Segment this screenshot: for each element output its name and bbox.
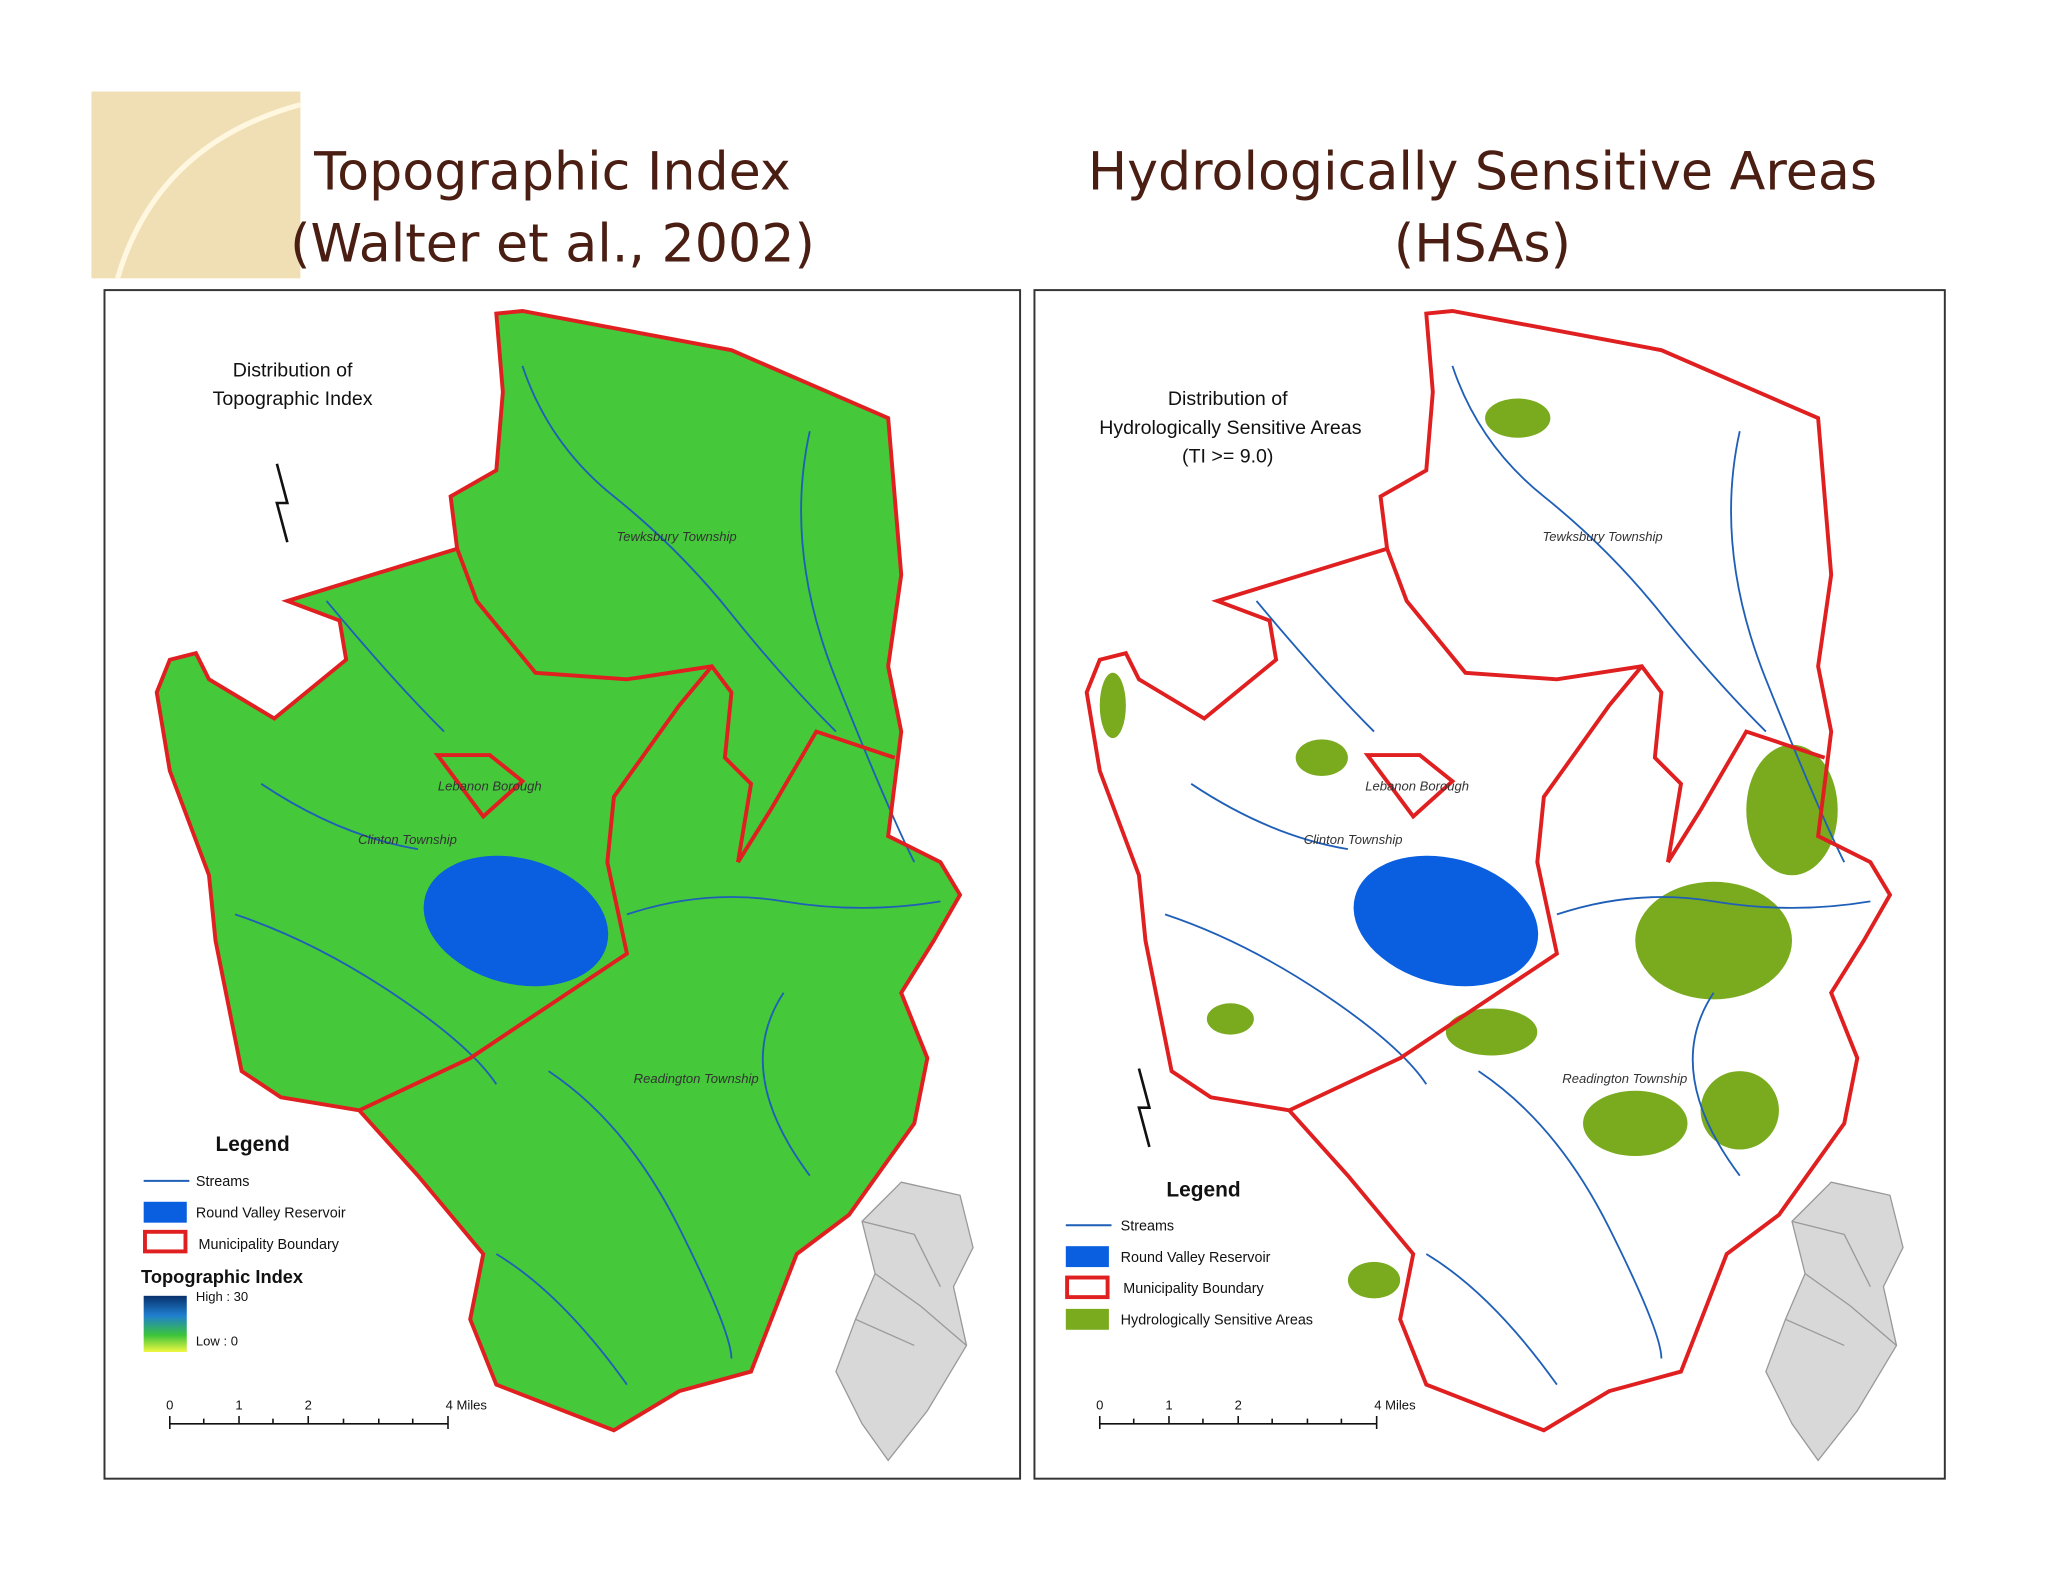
scale-label: 2: [1235, 1397, 1242, 1412]
legend-item: Streams: [1121, 1219, 1174, 1235]
scale-label: 0: [166, 1397, 173, 1412]
map-title: Topographic Index: [213, 388, 373, 410]
map-title: Distribution of: [233, 359, 353, 381]
scale-label: 4 Miles: [1374, 1397, 1416, 1412]
left-map: Distribution of Topographic Index Tewksb…: [103, 289, 1022, 1480]
decoration: [91, 91, 301, 279]
scale-label: 1: [1165, 1397, 1172, 1412]
legend-title: Legend: [216, 1133, 290, 1156]
place-label: Readington Township: [634, 1071, 759, 1086]
map-title: Hydrologically Sensitive Areas: [1099, 417, 1361, 439]
map-title: Distribution of: [1168, 388, 1288, 410]
place-label: Clinton Township: [1304, 832, 1403, 847]
legend-item: Round Valley Reservoir: [1121, 1250, 1271, 1266]
scale-label: 1: [235, 1397, 242, 1412]
scale-label: 4 Miles: [446, 1397, 488, 1412]
heading: Hydrologically Sensitive Areas: [1088, 143, 1877, 203]
legend-item: Round Valley Reservoir: [196, 1205, 346, 1221]
heading: (Walter et al., 2002): [290, 214, 815, 274]
scale-label: 0: [1096, 1397, 1103, 1412]
place-label: Tewksbury Township: [617, 529, 737, 544]
place-label: Clinton Township: [358, 832, 457, 847]
ramp-high: High : 30: [196, 1289, 248, 1304]
place-label: Lebanon Borough: [438, 778, 542, 793]
legend-item: Municipality Boundary: [199, 1237, 340, 1253]
heading: Topographic Index: [313, 143, 791, 203]
place-label: Readington Township: [1562, 1071, 1687, 1086]
decoration-arc: [115, 102, 302, 280]
place-label: Tewksbury Township: [1543, 529, 1663, 544]
legend-item: Streams: [196, 1174, 249, 1190]
legend-item: Hydrologically Sensitive Areas: [1121, 1313, 1313, 1329]
map-title: (TI >= 9.0): [1182, 446, 1273, 468]
ramp-low: Low : 0: [196, 1333, 238, 1348]
legend-title: Legend: [1166, 1179, 1240, 1202]
scale-label: 2: [305, 1397, 312, 1412]
heading: (HSAs): [1394, 214, 1571, 274]
right-map: Distribution of Hydrologically Sensitive…: [1033, 289, 1946, 1480]
place-label: Lebanon Borough: [1365, 778, 1469, 793]
ramp-title: Topographic Index: [141, 1266, 304, 1287]
legend-item: Municipality Boundary: [1123, 1281, 1264, 1297]
